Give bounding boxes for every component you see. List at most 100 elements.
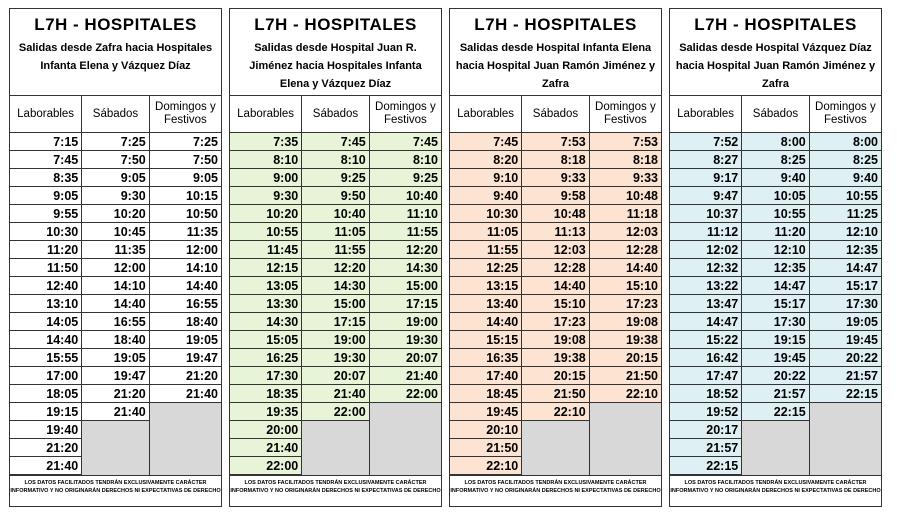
empty-cell <box>149 402 221 421</box>
departure-time: 21:40 <box>10 456 83 475</box>
panel-title: L7H - HOSPITALES <box>694 15 857 34</box>
disclaimer: LOS DATOS FACILITADOS TENDRÁN EXCLUSIVAM… <box>670 475 881 506</box>
departure-time: 9:33 <box>589 168 661 187</box>
table-row: 13:40 15:10 17:23 <box>450 294 661 313</box>
departure-time: 14:40 <box>149 276 221 295</box>
departure-time: 17:30 <box>741 312 810 331</box>
departure-time: 19:15 <box>10 402 83 421</box>
table-row: 13:47 15:17 17:30 <box>670 294 881 313</box>
departure-time: 19:00 <box>369 312 441 331</box>
departure-time: 8:10 <box>230 150 303 169</box>
table-row: 7:52 8:00 8:00 <box>670 132 881 151</box>
departure-time: 13:30 <box>230 294 303 313</box>
departure-time: 9:58 <box>521 186 590 205</box>
table-row: 11:55 12:03 12:28 <box>450 240 661 259</box>
empty-cell <box>149 456 221 475</box>
departure-time: 19:05 <box>809 312 881 331</box>
table-row: 9:05 9:30 10:15 <box>10 186 221 205</box>
departure-time: 12:03 <box>521 240 590 259</box>
departure-time: 16:35 <box>450 348 523 367</box>
departure-time: 12:02 <box>670 240 743 259</box>
departure-time: 8:25 <box>741 150 810 169</box>
departure-time: 14:47 <box>670 312 743 331</box>
departure-time: 10:55 <box>809 186 881 205</box>
header-row: Laborables Sábados Domingos y Festivos <box>670 96 881 133</box>
departure-time: 19:38 <box>589 330 661 349</box>
departure-time: 9:40 <box>450 186 523 205</box>
departure-time: 15:55 <box>10 348 83 367</box>
table-row: 10:30 10:45 11:35 <box>10 222 221 241</box>
departure-time: 7:35 <box>230 132 303 151</box>
empty-cell <box>301 456 370 475</box>
table-row: 19:35 22:00 <box>230 402 441 421</box>
column-header: Domingos y Festivos <box>589 96 661 133</box>
table-row: 10:20 10:40 11:10 <box>230 204 441 223</box>
departure-time: 15:22 <box>670 330 743 349</box>
departure-time: 14:30 <box>230 312 303 331</box>
departure-time: 12:03 <box>589 222 661 241</box>
column-header: Sábados <box>301 96 370 133</box>
departure-time: 19:52 <box>670 402 743 421</box>
empty-cell <box>741 456 810 475</box>
departure-time: 20:07 <box>301 366 370 385</box>
table-row: 8:35 9:05 9:05 <box>10 168 221 187</box>
departure-time: 10:45 <box>81 222 150 241</box>
departure-time: 11:18 <box>589 204 661 223</box>
table-row: 9:55 10:20 10:50 <box>10 204 221 223</box>
departure-time: 8:35 <box>10 168 83 187</box>
table-row: 7:35 7:45 7:45 <box>230 132 441 151</box>
departure-time: 7:45 <box>301 132 370 151</box>
departure-time: 18:05 <box>10 384 83 403</box>
departure-time: 11:50 <box>10 258 83 277</box>
panel-header: L7H - HOSPITALES Salidas desde Zafra hac… <box>10 9 221 96</box>
table-row: 9:30 9:50 10:40 <box>230 186 441 205</box>
departure-time: 13:22 <box>670 276 743 295</box>
empty-cell <box>809 420 881 439</box>
table-row: 17:30 20:07 21:40 <box>230 366 441 385</box>
departure-time: 12:10 <box>809 222 881 241</box>
departure-time: 12:20 <box>369 240 441 259</box>
departure-time: 14:40 <box>521 276 590 295</box>
table-row: 11:50 12:00 14:10 <box>10 258 221 277</box>
departure-time: 19:35 <box>230 402 303 421</box>
empty-cell <box>521 420 590 439</box>
departure-time: 20:07 <box>369 348 441 367</box>
departure-time: 21:40 <box>369 366 441 385</box>
departure-time: 15:10 <box>521 294 590 313</box>
empty-cell <box>369 438 441 457</box>
departure-time: 11:20 <box>10 240 83 259</box>
header-row: Laborables Sábados Domingos y Festivos <box>10 96 221 133</box>
departure-time: 12:40 <box>10 276 83 295</box>
empty-cell <box>81 438 150 457</box>
departure-time: 9:55 <box>10 204 83 223</box>
column-header: Domingos y Festivos <box>369 96 441 133</box>
departure-time: 14:30 <box>369 258 441 277</box>
departure-time: 7:45 <box>369 132 441 151</box>
disclaimer: LOS DATOS FACILITADOS TENDRÁN EXCLUSIVAM… <box>230 475 441 506</box>
departure-time: 14:05 <box>10 312 83 331</box>
table-row: 18:52 21:57 22:15 <box>670 384 881 403</box>
empty-cell <box>521 438 590 457</box>
departure-time: 9:47 <box>670 186 743 205</box>
departure-time: 15:00 <box>369 276 441 295</box>
panel-subtitle: Salidas desde Hospital Juan R. Jiménez h… <box>249 42 422 90</box>
table-row: 9:00 9:25 9:25 <box>230 168 441 187</box>
departure-time: 7:25 <box>149 132 221 151</box>
departure-time: 8:25 <box>809 150 881 169</box>
departure-time: 12:25 <box>450 258 523 277</box>
departure-time: 13:40 <box>450 294 523 313</box>
departure-time: 8:10 <box>301 150 370 169</box>
departure-time: 8:18 <box>589 150 661 169</box>
table-row: 19:40 <box>10 420 221 439</box>
departure-time: 16:55 <box>149 294 221 313</box>
departure-time: 7:45 <box>10 150 83 169</box>
table-row: 19:45 22:10 <box>450 402 661 421</box>
departure-time: 10:37 <box>670 204 743 223</box>
departure-time: 11:20 <box>741 222 810 241</box>
departure-time: 16:55 <box>81 312 150 331</box>
departure-time: 15:10 <box>589 276 661 295</box>
departure-time: 12:00 <box>81 258 150 277</box>
panel-title: L7H - HOSPITALES <box>254 15 417 34</box>
departure-time: 10:55 <box>741 204 810 223</box>
departure-time: 12:32 <box>670 258 743 277</box>
